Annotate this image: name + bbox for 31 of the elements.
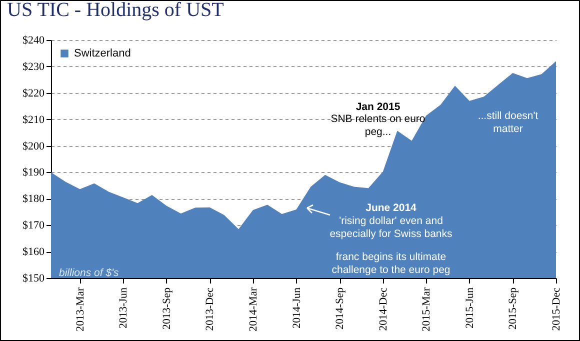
x-tick-label: 2015-Mar (420, 287, 433, 332)
y-tick-label: $160 (22, 246, 45, 258)
x-tick-label: 2013-Dec (204, 287, 216, 331)
x-tick-label: 2015-Sep (507, 287, 520, 330)
annotation: June 2014 (366, 202, 417, 214)
x-tick-label: 2014-Sep (334, 287, 346, 330)
y-tick-label: $170 (22, 220, 45, 232)
annotation: Jan 2015 (356, 101, 400, 113)
chart-title: US TIC - Holdings of UST (7, 0, 224, 21)
annotation: billions of $'s (59, 267, 120, 279)
y-tick-label: $190 (22, 166, 45, 179)
x-tick-label: 2013-Mar (74, 287, 86, 332)
annotation: 'rising dollar' even and especially for Swiss banks (330, 215, 452, 240)
y-tick-label: $180 (22, 193, 45, 206)
y-tick-label: $200 (22, 140, 45, 152)
x-tick-label: 2014-Mar (248, 287, 260, 332)
x-tick-label: 2013-Sep (160, 287, 173, 330)
x-tick-label: 2013-Jun (118, 287, 130, 328)
x-tick-label: 2014-Dec (377, 287, 390, 331)
annotation: franc begins its ultimate challenge to the euro peg (332, 251, 450, 276)
x-tick-label: 2015-Dec (550, 287, 562, 331)
annotation: ...still doesn't matter (478, 110, 538, 135)
y-tick-label: $240 (22, 34, 45, 46)
x-tick-label: 2014-Jun (290, 287, 303, 328)
annotation: SNB relents on euro peg... (330, 113, 426, 138)
legend-label: Switzerland (74, 48, 131, 60)
y-tick-label: $230 (22, 60, 45, 73)
y-tick-label: $150 (22, 272, 45, 284)
y-tick-label: $210 (22, 114, 45, 126)
y-tick-label: $220 (22, 87, 45, 100)
x-tick-label: 2015-Jun (464, 287, 476, 328)
